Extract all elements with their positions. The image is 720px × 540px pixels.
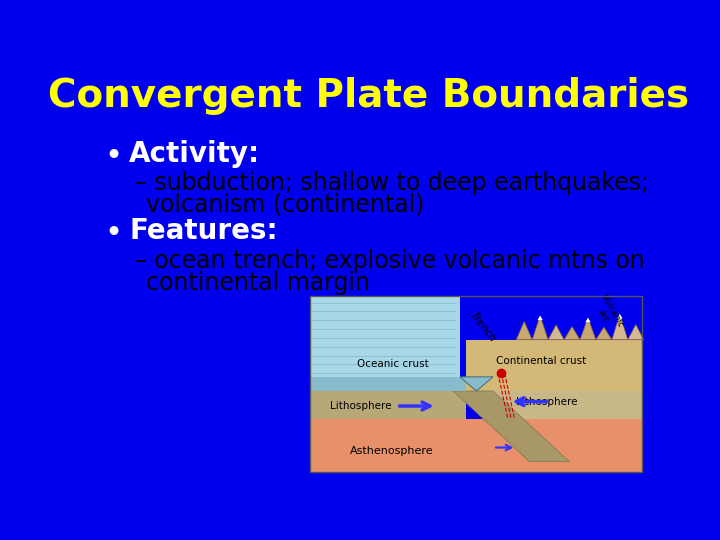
Polygon shape	[310, 295, 460, 377]
Polygon shape	[532, 316, 548, 340]
Text: •: •	[104, 219, 122, 248]
Polygon shape	[493, 380, 642, 419]
Text: Activity:: Activity:	[129, 140, 260, 167]
Text: – subduction; shallow to deep earthquakes;: – subduction; shallow to deep earthquake…	[135, 171, 649, 195]
Text: volcanism (continental): volcanism (continental)	[145, 193, 424, 217]
Text: •: •	[104, 141, 122, 171]
Polygon shape	[310, 391, 467, 419]
Text: Asthenosphere: Asthenosphere	[350, 446, 434, 456]
Polygon shape	[585, 318, 590, 322]
Text: Continental crust: Continental crust	[496, 356, 587, 366]
Polygon shape	[310, 419, 642, 472]
Text: Trench: Trench	[468, 310, 498, 345]
Polygon shape	[310, 377, 467, 391]
Polygon shape	[516, 321, 532, 340]
Text: Features:: Features:	[129, 217, 278, 245]
Bar	[310, 295, 642, 472]
Polygon shape	[596, 327, 612, 340]
Polygon shape	[628, 325, 644, 340]
Text: Volcanic
arc: Volcanic arc	[590, 292, 625, 334]
Text: – ocean trench; explosive volcanic mtns on: – ocean trench; explosive volcanic mtns …	[135, 248, 644, 273]
Polygon shape	[538, 316, 543, 320]
Text: Oceanic crust: Oceanic crust	[357, 360, 428, 369]
Polygon shape	[467, 340, 642, 391]
Polygon shape	[453, 391, 570, 462]
Text: continental margin: continental margin	[145, 271, 370, 295]
Polygon shape	[617, 314, 623, 319]
Polygon shape	[460, 377, 493, 391]
Polygon shape	[564, 327, 580, 340]
Polygon shape	[580, 318, 596, 340]
Polygon shape	[612, 314, 628, 340]
Text: Convergent Plate Boundaries: Convergent Plate Boundaries	[48, 77, 690, 115]
Text: Lithosphere: Lithosphere	[330, 401, 392, 411]
Polygon shape	[548, 325, 564, 340]
Text: Lithosphere: Lithosphere	[516, 396, 577, 407]
